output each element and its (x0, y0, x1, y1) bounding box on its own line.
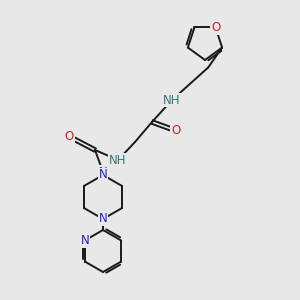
Text: N: N (99, 166, 107, 178)
Text: N: N (99, 169, 107, 182)
Text: NH: NH (163, 94, 181, 106)
Text: N: N (99, 212, 107, 226)
Text: O: O (211, 21, 220, 34)
Text: N: N (80, 234, 89, 247)
Text: O: O (171, 124, 181, 136)
Text: NH: NH (109, 154, 127, 166)
Text: O: O (64, 130, 74, 142)
